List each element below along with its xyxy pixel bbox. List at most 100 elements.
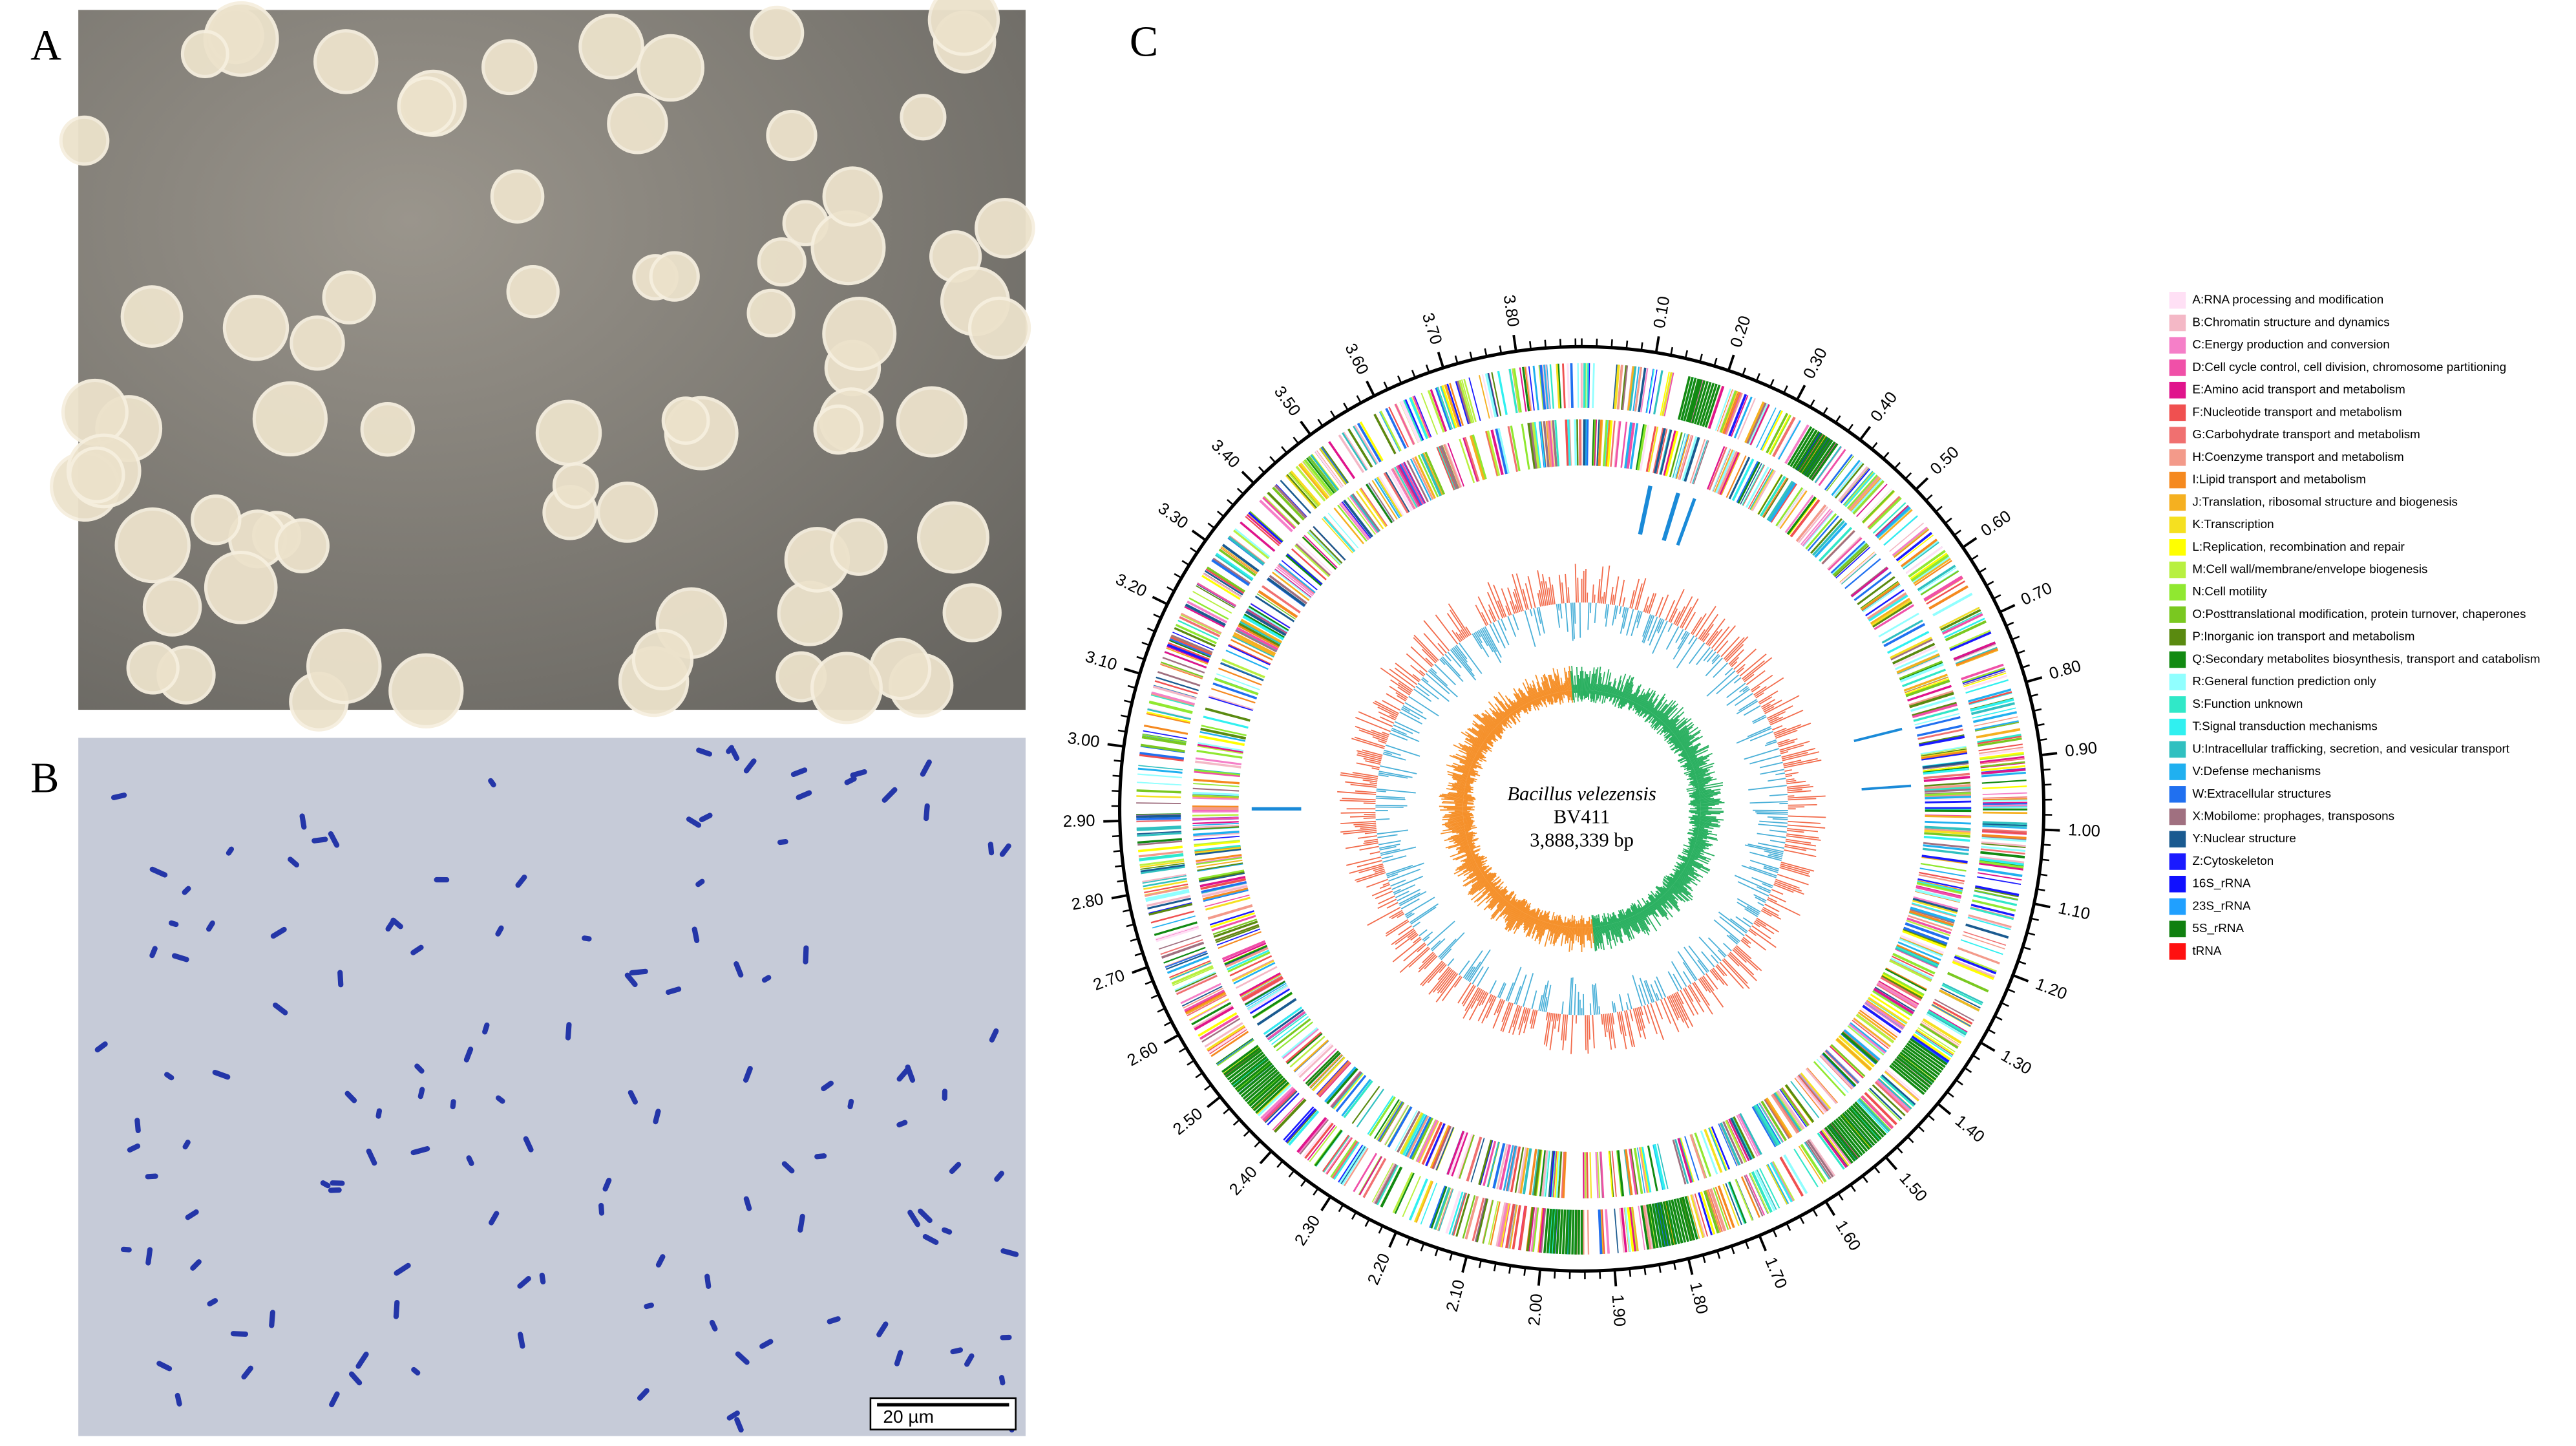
- gc-content: [1431, 938, 1446, 952]
- gc-skew: [1485, 738, 1493, 745]
- minor-tick: [1847, 423, 1853, 432]
- gc-skew: [1642, 710, 1649, 719]
- cog-forward: [1707, 385, 1725, 429]
- gc-skew: [1692, 835, 1698, 838]
- cog-forward: [1982, 823, 2027, 827]
- gc-skew: [1614, 915, 1618, 922]
- gc-skew: [1685, 866, 1694, 872]
- bacterium: [328, 831, 340, 848]
- cog-reverse: [1487, 1142, 1499, 1187]
- gc-skew: [1525, 704, 1528, 708]
- cog-reverse: [1241, 975, 1283, 1000]
- cog-forward: [1916, 1028, 1955, 1055]
- gc-content: [1719, 916, 1745, 937]
- cog-forward: [1875, 1080, 1910, 1112]
- gc-skew: [1448, 792, 1464, 796]
- gc-content: [1529, 1009, 1534, 1024]
- gc-skew: [1649, 712, 1652, 715]
- gc-content: [1758, 842, 1785, 849]
- cog-forward: [1259, 499, 1293, 533]
- cog-forward: [1902, 540, 1939, 569]
- colony: [927, 0, 1000, 56]
- cog-forward: [1137, 767, 1183, 774]
- major-tick: [1962, 537, 1978, 549]
- legend-label: X:Mobilome: prophages, transposons: [2192, 810, 2394, 824]
- cog-reverse: [1486, 430, 1501, 476]
- gc-content: [1398, 925, 1412, 935]
- tick-label: 2.10: [1443, 1278, 1468, 1313]
- gc-skew: [1663, 876, 1674, 885]
- gc-skew: [1464, 789, 1471, 791]
- gc-content: [1619, 994, 1624, 1012]
- cog-forward: [1150, 910, 1194, 924]
- major-tick: [1937, 1102, 1952, 1115]
- gc-skew: [1669, 888, 1685, 902]
- gc-content: [1522, 588, 1529, 610]
- cog-forward: [1140, 743, 1185, 753]
- gc-content: [1698, 978, 1707, 992]
- gc-skew: [1601, 692, 1605, 704]
- cog-forward: [1227, 536, 1265, 566]
- gc-skew: [1476, 714, 1494, 730]
- gc-skew: [1468, 727, 1486, 741]
- gc-skew: [1693, 829, 1699, 831]
- gc-content: [1660, 999, 1672, 1024]
- cog-reverse: [1881, 619, 1923, 644]
- cog-reverse: [1751, 1106, 1777, 1147]
- cog-reverse: [1294, 543, 1331, 577]
- gc-content: [1430, 940, 1441, 950]
- cog-forward: [1979, 747, 2023, 754]
- cog-forward: [1172, 632, 1214, 651]
- gc-skew: [1539, 915, 1543, 920]
- cog-reverse: [1841, 1033, 1877, 1065]
- gc-skew: [1534, 699, 1539, 706]
- bacterium: [814, 1153, 827, 1160]
- gc-skew: [1493, 696, 1510, 716]
- cog-forward: [1137, 840, 1183, 846]
- tick-label: 2.00: [1525, 1293, 1546, 1326]
- cog-forward: [1629, 366, 1637, 411]
- gc-content: [1537, 593, 1541, 607]
- gc-skew: [1442, 793, 1464, 797]
- gc-skew: [1654, 720, 1662, 729]
- colony: [916, 501, 989, 574]
- tick-label: 2.70: [1091, 966, 1127, 994]
- cog-reverse: [1339, 503, 1369, 540]
- cog-forward: [1174, 627, 1216, 648]
- gc-content: [1753, 894, 1767, 902]
- cog-forward: [1220, 547, 1258, 575]
- bacterium: [987, 842, 995, 856]
- cog-forward: [1979, 748, 2024, 757]
- gc-content: [1729, 935, 1739, 944]
- minor-tick: [2033, 708, 2042, 712]
- gc-skew: [1696, 840, 1713, 846]
- tick-label: 0.90: [2064, 739, 2098, 761]
- cog-forward: [1176, 975, 1218, 995]
- minor-tick: [1127, 685, 1136, 689]
- gc-skew: [1665, 707, 1684, 725]
- gc-content: [1715, 965, 1725, 977]
- legend-label: U:Intracellular trafficking, secretion, …: [2192, 742, 2509, 756]
- cog-forward: [1287, 1109, 1318, 1144]
- gc-skew: [1526, 695, 1530, 703]
- gc-skew: [1698, 832, 1709, 836]
- gc-skew: [1470, 767, 1474, 769]
- cluster-block: [1850, 1105, 1883, 1140]
- scale-bar-label: 20 µm: [883, 1407, 934, 1427]
- gc-skew: [1459, 861, 1476, 871]
- cog-reverse: [1678, 1137, 1694, 1183]
- cog-reverse: [1227, 644, 1271, 666]
- gc-skew: [1685, 867, 1704, 878]
- cog-reverse: [1758, 1102, 1784, 1143]
- legend-label: D:Cell cycle control, cell division, chr…: [2192, 361, 2506, 374]
- legend-swatch: [2169, 314, 2186, 332]
- gc-skew: [1628, 701, 1634, 710]
- gc-skew: [1493, 728, 1503, 738]
- gc-skew: [1520, 707, 1523, 710]
- cog-reverse: [1543, 421, 1550, 467]
- gc-skew: [1656, 724, 1667, 734]
- cog-reverse: [1758, 1102, 1784, 1143]
- gc-content: [1726, 683, 1746, 698]
- gc-skew: [1494, 886, 1498, 890]
- minor-tick: [1300, 1179, 1307, 1187]
